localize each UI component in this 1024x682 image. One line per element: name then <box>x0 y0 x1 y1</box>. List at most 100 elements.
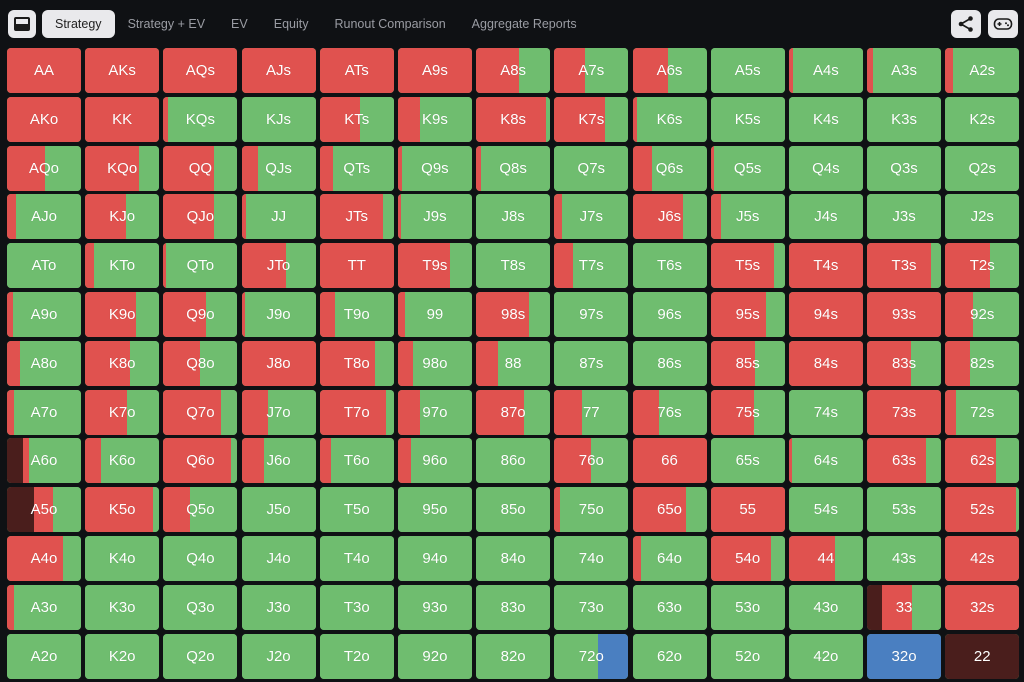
hand-cell-64s[interactable]: 64s <box>788 438 863 484</box>
hand-cell-k7o[interactable]: K7o <box>85 389 160 435</box>
hand-cell-j9s[interactable]: J9s <box>397 194 472 240</box>
hand-cell-73s[interactable]: 73s <box>867 389 942 435</box>
hand-cell-a7s[interactable]: A7s <box>554 48 629 93</box>
hand-cell-t5o[interactable]: T5o <box>319 487 394 533</box>
hand-cell-q6s[interactable]: Q6s <box>632 145 707 191</box>
hand-cell-64o[interactable]: 64o <box>632 535 707 581</box>
hand-cell-75o[interactable]: 75o <box>554 487 629 533</box>
hand-cell-qjo[interactable]: QJo <box>163 194 238 240</box>
hand-cell-92o[interactable]: 92o <box>397 633 472 679</box>
hand-cell-kk[interactable]: KK <box>85 96 160 142</box>
hand-cell-j6s[interactable]: J6s <box>632 194 707 240</box>
hand-cell-k8o[interactable]: K8o <box>85 340 160 386</box>
hand-cell-t7o[interactable]: T7o <box>319 389 394 435</box>
hand-cell-72s[interactable]: 72s <box>945 389 1020 435</box>
hand-cell-a6s[interactable]: A6s <box>632 48 707 93</box>
hand-cell-95s[interactable]: 95s <box>710 291 785 337</box>
hand-cell-65o[interactable]: 65o <box>632 487 707 533</box>
hand-cell-ato[interactable]: ATo <box>7 243 81 289</box>
hand-cell-83s[interactable]: 83s <box>867 340 942 386</box>
gamepad-button[interactable] <box>988 10 1018 38</box>
hand-cell-j7o[interactable]: J7o <box>241 389 316 435</box>
hand-cell-aa[interactable]: AA <box>7 48 81 93</box>
hand-cell-t6o[interactable]: T6o <box>319 438 394 484</box>
hand-cell-t2o[interactable]: T2o <box>319 633 394 679</box>
hand-cell-44[interactable]: 44 <box>788 535 863 581</box>
hand-cell-a9o[interactable]: A9o <box>7 291 81 337</box>
hand-cell-t4s[interactable]: T4s <box>788 243 863 289</box>
hand-cell-kjs[interactable]: KJs <box>241 96 316 142</box>
hand-cell-52s[interactable]: 52s <box>945 487 1020 533</box>
hand-cell-t3s[interactable]: T3s <box>867 243 942 289</box>
hand-cell-55[interactable]: 55 <box>710 487 785 533</box>
hand-cell-83o[interactable]: 83o <box>476 584 551 630</box>
hand-cell-q5o[interactable]: Q5o <box>163 487 238 533</box>
hand-cell-86s[interactable]: 86s <box>632 340 707 386</box>
hand-cell-kto[interactable]: KTo <box>85 243 160 289</box>
hand-cell-t5s[interactable]: T5s <box>710 243 785 289</box>
hand-cell-tt[interactable]: TT <box>319 243 394 289</box>
hand-cell-q8o[interactable]: Q8o <box>163 340 238 386</box>
hand-cell-43s[interactable]: 43s <box>867 535 942 581</box>
hand-cell-q9o[interactable]: Q9o <box>163 291 238 337</box>
hand-cell-kjo[interactable]: KJo <box>85 194 160 240</box>
hand-cell-88[interactable]: 88 <box>476 340 551 386</box>
hand-cell-jts[interactable]: JTs <box>319 194 394 240</box>
hand-cell-63s[interactable]: 63s <box>867 438 942 484</box>
hand-cell-j5o[interactable]: J5o <box>241 487 316 533</box>
hand-cell-62o[interactable]: 62o <box>632 633 707 679</box>
hand-cell-k3o[interactable]: K3o <box>85 584 160 630</box>
hand-cell-qts[interactable]: QTs <box>319 145 394 191</box>
hand-cell-32o[interactable]: 32o <box>867 633 942 679</box>
hand-cell-j3s[interactable]: J3s <box>867 194 942 240</box>
hand-cell-q2o[interactable]: Q2o <box>163 633 238 679</box>
hand-cell-94o[interactable]: 94o <box>397 535 472 581</box>
hand-cell-j2s[interactable]: J2s <box>945 194 1020 240</box>
hand-cell-j2o[interactable]: J2o <box>241 633 316 679</box>
hand-cell-63o[interactable]: 63o <box>632 584 707 630</box>
hand-cell-62s[interactable]: 62s <box>945 438 1020 484</box>
hand-cell-t9o[interactable]: T9o <box>319 291 394 337</box>
hand-cell-q8s[interactable]: Q8s <box>476 145 551 191</box>
hand-cell-k9s[interactable]: K9s <box>397 96 472 142</box>
hand-cell-k6o[interactable]: K6o <box>85 438 160 484</box>
hand-cell-a2s[interactable]: A2s <box>945 48 1020 93</box>
sidebar-toggle-button[interactable] <box>8 10 36 38</box>
hand-cell-97o[interactable]: 97o <box>397 389 472 435</box>
hand-cell-t8o[interactable]: T8o <box>319 340 394 386</box>
hand-cell-43o[interactable]: 43o <box>788 584 863 630</box>
hand-cell-a7o[interactable]: A7o <box>7 389 81 435</box>
hand-cell-87s[interactable]: 87s <box>554 340 629 386</box>
hand-cell-q7s[interactable]: Q7s <box>554 145 629 191</box>
hand-cell-q7o[interactable]: Q7o <box>163 389 238 435</box>
hand-cell-92s[interactable]: 92s <box>945 291 1020 337</box>
hand-cell-32s[interactable]: 32s <box>945 584 1020 630</box>
hand-cell-98s[interactable]: 98s <box>476 291 551 337</box>
hand-cell-jto[interactable]: JTo <box>241 243 316 289</box>
hand-cell-k6s[interactable]: K6s <box>632 96 707 142</box>
hand-cell-95o[interactable]: 95o <box>397 487 472 533</box>
hand-cell-qq[interactable]: QQ <box>163 145 238 191</box>
hand-cell-85o[interactable]: 85o <box>476 487 551 533</box>
hand-cell-j5s[interactable]: J5s <box>710 194 785 240</box>
hand-cell-k4s[interactable]: K4s <box>788 96 863 142</box>
hand-cell-k2s[interactable]: K2s <box>945 96 1020 142</box>
hand-cell-76o[interactable]: 76o <box>554 438 629 484</box>
hand-cell-86o[interactable]: 86o <box>476 438 551 484</box>
hand-cell-j4s[interactable]: J4s <box>788 194 863 240</box>
hand-cell-65s[interactable]: 65s <box>710 438 785 484</box>
hand-cell-q3s[interactable]: Q3s <box>867 145 942 191</box>
tab-aggregate-reports[interactable]: Aggregate Reports <box>471 17 577 31</box>
hand-cell-42o[interactable]: 42o <box>788 633 863 679</box>
hand-cell-j4o[interactable]: J4o <box>241 535 316 581</box>
tab-ev[interactable]: EV <box>231 17 248 31</box>
hand-cell-33[interactable]: 33 <box>867 584 942 630</box>
hand-cell-q5s[interactable]: Q5s <box>710 145 785 191</box>
hand-cell-t4o[interactable]: T4o <box>319 535 394 581</box>
hand-cell-74s[interactable]: 74s <box>788 389 863 435</box>
hand-cell-aqs[interactable]: AQs <box>163 48 238 93</box>
hand-cell-t6s[interactable]: T6s <box>632 243 707 289</box>
hand-cell-82s[interactable]: 82s <box>945 340 1020 386</box>
hand-cell-ajo[interactable]: AJo <box>7 194 81 240</box>
hand-cell-93s[interactable]: 93s <box>867 291 942 337</box>
